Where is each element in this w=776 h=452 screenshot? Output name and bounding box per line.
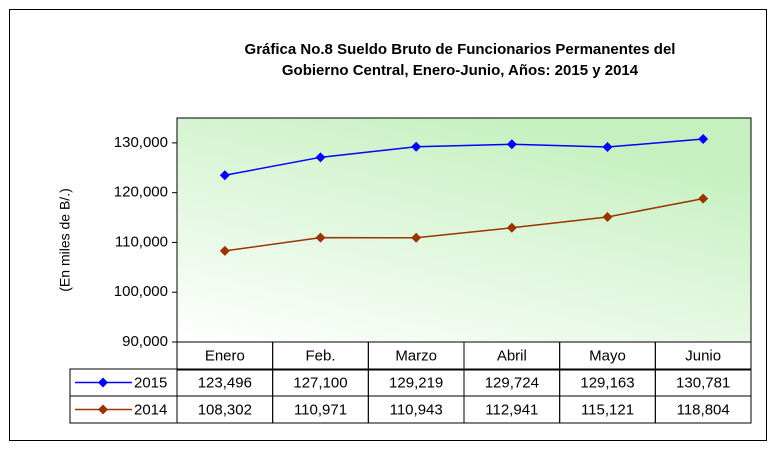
series-line xyxy=(224,138,704,177)
marker xyxy=(315,232,326,243)
y-tick-label: 130,000 xyxy=(114,134,168,151)
marker xyxy=(411,141,422,152)
table-value: 110,971 xyxy=(294,401,347,418)
marker xyxy=(602,142,613,153)
x-tick-label: Feb. xyxy=(305,347,335,364)
marker xyxy=(506,222,517,233)
table-value: 115,121 xyxy=(581,401,634,418)
y-tick-label: 90,000 xyxy=(122,333,168,350)
legend-marker xyxy=(98,404,108,415)
table-value: 123,496 xyxy=(198,374,252,391)
table-cell xyxy=(654,395,752,424)
marker xyxy=(698,193,709,204)
marker xyxy=(219,245,230,256)
table-value: 129,724 xyxy=(485,374,539,391)
table-value: 130,781 xyxy=(676,374,730,391)
y-tick-label: 120,000 xyxy=(114,184,168,201)
legend-label: 2015 xyxy=(134,374,167,391)
table-value: 110,943 xyxy=(390,401,443,418)
x-tick-label: Enero xyxy=(205,347,245,364)
x-tick-label: Mayo xyxy=(589,347,626,364)
y-tick-label: 110,000 xyxy=(115,233,168,250)
series-line xyxy=(224,197,704,252)
legend-label: 2014 xyxy=(134,401,167,418)
y-axis-label: (En miles de B/.) xyxy=(57,188,73,291)
table-value: 129,163 xyxy=(580,374,634,391)
marker xyxy=(219,170,230,181)
table-value: 108,302 xyxy=(198,401,252,418)
x-tick-label: Junio xyxy=(685,347,721,364)
legend-marker xyxy=(98,377,108,388)
marker xyxy=(698,134,709,145)
marker xyxy=(506,139,517,150)
table-value: 127,100 xyxy=(293,374,347,391)
chart-title: Gobierno Central, Enero-Junio, Años: 201… xyxy=(282,62,639,79)
table-value: 112,941 xyxy=(485,401,538,418)
y-tick-label: 100,000 xyxy=(114,283,168,300)
table-value: 129,219 xyxy=(389,374,443,391)
table-cell xyxy=(654,341,752,371)
marker xyxy=(315,152,326,163)
x-tick-label: Abril xyxy=(497,347,527,364)
x-tick-label: Marzo xyxy=(395,347,437,364)
plot-area xyxy=(176,117,752,343)
chart-title: Gráfica No.8 Sueldo Bruto de Funcionario… xyxy=(245,41,676,58)
table-value: 118,804 xyxy=(677,401,730,418)
marker xyxy=(411,232,422,243)
marker xyxy=(602,211,613,222)
